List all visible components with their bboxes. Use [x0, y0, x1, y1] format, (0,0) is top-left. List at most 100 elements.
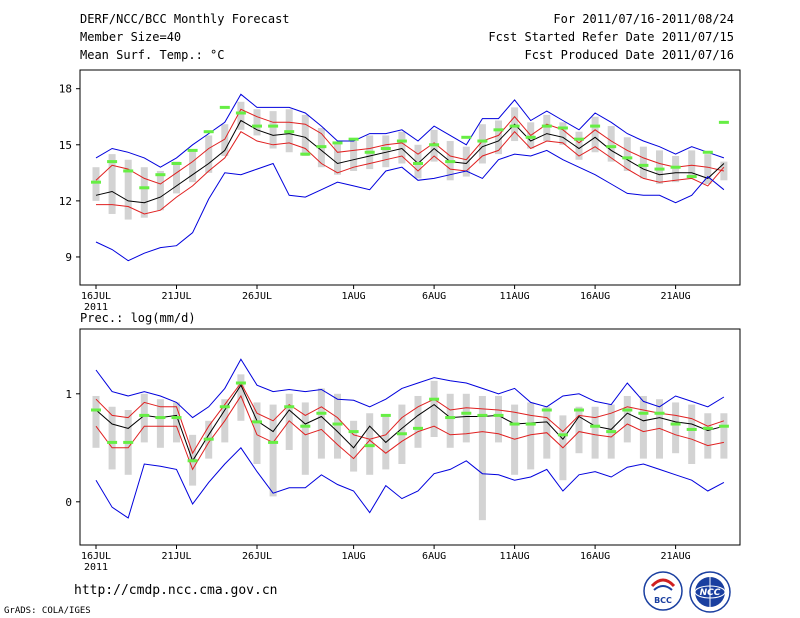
temp-xtick-label: 16JUL [81, 291, 111, 302]
temp-ensemble-marker-22 [429, 143, 440, 147]
temp-ensemble-marker-4 [139, 186, 150, 190]
prec-ensemble-marker-3 [123, 440, 134, 444]
temp-ensemble-marker-18 [364, 150, 375, 154]
temp-mean-line [95, 119, 725, 204]
prec-xtick-label: 21AUG [661, 551, 691, 562]
temp-spread-bar-6 [173, 161, 180, 194]
temp-spread-bar-34 [623, 137, 631, 171]
temp-ensemble-marker-24 [461, 135, 472, 139]
prec-spread-bar-39 [704, 413, 712, 459]
temp-spread-bar-25 [478, 124, 486, 164]
temp-lower-line [96, 130, 725, 215]
prec-year-label: 2011 [84, 562, 108, 573]
temp-ytick-label: 12 [59, 195, 72, 208]
temp-ensemble-marker-10 [235, 111, 246, 115]
temp-ensemble-marker-36 [654, 167, 665, 171]
temp-upper-line [95, 108, 725, 185]
temp-ensemble-marker-1 [91, 180, 101, 184]
prec-xtick-label: 26JUL [242, 551, 272, 562]
prec-ensemble-marker-11 [252, 420, 262, 424]
temp-ensemble-marker-27 [509, 124, 520, 128]
source-url[interactable]: http://cmdp.ncc.cma.gov.cn [74, 583, 278, 598]
prec-ensemble-marker-34 [622, 408, 633, 412]
prec-xtick-label: 21JUL [161, 551, 191, 562]
temp-ensemble-marker-25 [477, 139, 488, 143]
temp-spread-bar-1 [92, 167, 100, 201]
temp-ensemble-marker-17 [348, 137, 359, 141]
prec-spread-bar-14 [301, 402, 309, 475]
prec-spread-bar-10 [237, 374, 245, 421]
prec-ensemble-marker-13 [284, 405, 295, 409]
temp-ensemble-marker-2 [107, 160, 118, 164]
prec-spread-bar-24 [462, 393, 470, 443]
temp-spread-bar-30 [559, 122, 567, 145]
temp-spread-bar-3 [124, 159, 132, 220]
prec-ytick-label: 0 [65, 496, 72, 509]
prec-spread-bar-1 [92, 395, 100, 448]
prec-plot-frame [79, 328, 741, 546]
temp-ytick-label: 18 [59, 83, 72, 96]
prec-panel-title: Prec.: log(mm/d) [80, 311, 196, 325]
temp-ensemble-marker-40 [718, 120, 729, 124]
prec-spread-bar-6 [173, 402, 180, 443]
temp-ensemble-marker-11 [252, 124, 262, 128]
prec-spread-bar-35 [639, 395, 647, 459]
temp-ensemble-marker-15 [316, 145, 327, 149]
temp-ensemble-marker-28 [525, 135, 536, 139]
prec-xtick-label: 6AUG [422, 551, 446, 562]
prec-spread-bar-28 [527, 402, 535, 470]
temp-panel-title: Mean Surf. Temp.: °C [80, 48, 225, 62]
prec-spread-bar-21 [414, 395, 422, 448]
prec-ensemble-marker-9 [219, 405, 230, 409]
fcst-refer-date: Fcst Started Refer Date 2011/07/15 [488, 30, 734, 44]
prec-spread-bar-18 [366, 413, 374, 475]
forecast-period: For 2011/07/16-2011/08/24 [553, 12, 734, 26]
prec-ensemble-marker-23 [445, 416, 456, 420]
temp-spread-bar-2 [108, 154, 116, 214]
prec-ensemble-marker-7 [187, 459, 198, 463]
temp-spread-bar-9 [221, 124, 229, 156]
prec-ensemble-marker-4 [139, 413, 150, 417]
temp-ytick-label: 15 [59, 139, 72, 152]
temp-spread-bar-39 [704, 154, 712, 185]
temp-ensemble-marker-35 [638, 163, 649, 167]
temp-ensemble-marker-32 [590, 124, 601, 128]
temp-ensemble-marker-33 [606, 145, 617, 149]
temp-spread-bar-16 [334, 142, 341, 175]
temp-ensemble-marker-5 [155, 173, 166, 177]
temp-xtick-label: 6AUG [422, 291, 446, 302]
prec-spread-bar-13 [285, 393, 293, 450]
temp-spread-bar-29 [543, 114, 551, 142]
prec-ensemble-marker-32 [590, 424, 601, 428]
prec-ensemble-marker-24 [461, 411, 472, 415]
temp-spread-bar-31 [575, 131, 583, 160]
temp-spread-bar-36 [656, 150, 663, 185]
prec-spread-bar-23 [446, 393, 454, 448]
prec-ensemble-marker-12 [268, 440, 279, 444]
prec-xtick-label: 16AUG [580, 551, 610, 562]
ncc-logo: NCC [689, 571, 731, 613]
temp-ensemble-marker-19 [380, 147, 391, 151]
temp-spread-bar-10 [237, 101, 245, 130]
temp-ensemble-marker-38 [686, 175, 697, 179]
temp-xtick-label: 16AUG [580, 291, 610, 302]
grads-credit: GrADS: COLA/IGES [4, 606, 91, 616]
temp-xtick-label: 1AUG [342, 291, 366, 302]
prec-xtick-label: 11AUG [500, 551, 530, 562]
temp-ensemble-marker-37 [670, 165, 681, 169]
prec-ensemble-marker-39 [702, 426, 713, 430]
prec-max-line [95, 358, 725, 419]
prec-ensemble-marker-22 [429, 397, 440, 401]
temp-spread-bar-37 [672, 156, 680, 183]
prec-spread-bar-11 [253, 402, 261, 464]
prec-xtick-label: 1AUG [342, 551, 366, 562]
temp-ensemble-marker-12 [268, 124, 279, 128]
temp-ensemble-marker-20 [396, 139, 407, 143]
temp-ensemble-marker-13 [284, 130, 295, 134]
temp-year-label: 2011 [84, 302, 108, 313]
prec-ensemble-marker-27 [509, 422, 520, 426]
temp-spread-bar-24 [462, 146, 470, 177]
prec-spread-bar-40 [720, 413, 728, 459]
prec-spread-bar-31 [575, 406, 583, 454]
